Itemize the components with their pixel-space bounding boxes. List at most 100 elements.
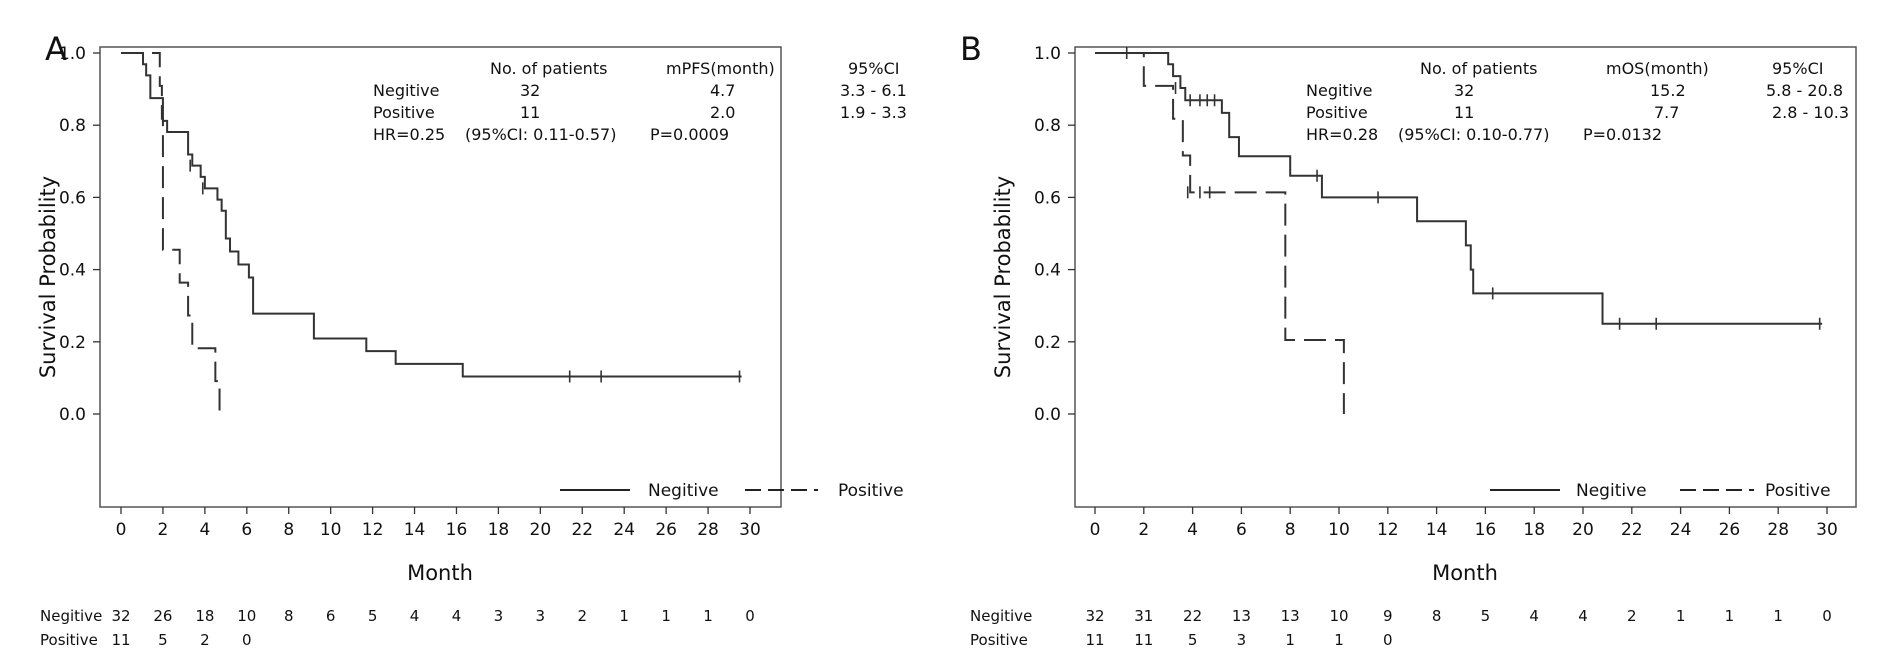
x-tick-label: 6 xyxy=(241,520,252,540)
at-risk-count: 3 xyxy=(536,607,546,625)
x-tick-label: 6 xyxy=(1236,520,1247,540)
stats-median: 2.0 xyxy=(710,103,735,122)
stats-n: 32 xyxy=(1454,81,1474,100)
x-tick-label: 28 xyxy=(697,520,719,540)
x-tick-label: 26 xyxy=(655,520,677,540)
panel-b-at-risk-table: Negitive Positive 32 31 22 13 13 10 9 8 5 4 4 2 1 1 1 0… xyxy=(970,607,1832,649)
at-risk-count: 26 xyxy=(153,607,172,625)
x-tick-label: 4 xyxy=(1187,520,1198,540)
y-tick-label: 0.4 xyxy=(59,261,86,281)
panel-a-label: A xyxy=(45,30,67,68)
panel-b-y-axis-label: Survival Probability xyxy=(991,176,1015,378)
at-risk-count: 1 xyxy=(1725,607,1735,625)
y-tick-label: 0.8 xyxy=(59,116,86,136)
at-risk-count: 4 xyxy=(410,607,420,625)
x-tick-label: 12 xyxy=(362,520,384,540)
at-risk-count: 1 xyxy=(1285,631,1295,649)
x-tick-label: 10 xyxy=(320,520,342,540)
panel-b: B 0 2 4 6 8 10 12 14 16 18 20 22 24 26 28 300.00.20.40.… xyxy=(960,30,1857,649)
stats-group-label: Positive xyxy=(1306,103,1368,122)
stats-hr: HR=0.25 xyxy=(373,125,445,144)
at-risk-count: 8 xyxy=(284,607,294,625)
km-curve-positive xyxy=(1095,52,1345,414)
at-risk-row-label: Negitive xyxy=(970,607,1032,625)
x-tick-label: 30 xyxy=(739,520,761,540)
x-tick-label: 22 xyxy=(571,520,593,540)
x-tick-label: 18 xyxy=(488,520,510,540)
x-tick-label: 8 xyxy=(283,520,294,540)
x-tick-label: 28 xyxy=(1767,520,1789,540)
at-risk-count: 5 xyxy=(368,607,378,625)
stats-median: 7.7 xyxy=(1654,103,1679,122)
at-risk-count: 3 xyxy=(1237,631,1247,649)
x-tick-label: 30 xyxy=(1816,520,1838,540)
x-tick-label: 22 xyxy=(1621,520,1643,540)
stats-n: 32 xyxy=(520,81,540,100)
y-tick-label: 0.0 xyxy=(59,405,86,425)
stats-n: 11 xyxy=(520,103,540,122)
y-tick-label: 1.0 xyxy=(59,44,86,64)
panel-b-curves xyxy=(1095,47,1823,414)
at-risk-count: 4 xyxy=(1529,607,1539,625)
panel-b-x-axis-label: Month xyxy=(1432,561,1498,585)
at-risk-count: 1 xyxy=(1334,631,1344,649)
at-risk-count: 0 xyxy=(242,631,252,649)
x-tick-label: 0 xyxy=(116,520,127,540)
x-tick-label: 20 xyxy=(1572,520,1594,540)
stats-header-ci: 95%CI xyxy=(1772,59,1823,78)
panel-a-plot-frame xyxy=(99,46,782,508)
panel-a-axis-ticks: 0 2 4 6 8 10 12 14 16 18 20 22 24 26 28 300.00.20.40.60… xyxy=(59,44,761,540)
at-risk-count: 8 xyxy=(1432,607,1442,625)
stats-group-label: Negitive xyxy=(373,81,439,100)
panel-a-x-axis-label: Month xyxy=(407,561,473,585)
stats-group-label: Negitive xyxy=(1306,81,1372,100)
at-risk-count: 11 xyxy=(1134,631,1153,649)
at-risk-count: 1 xyxy=(661,607,671,625)
at-risk-count: 1 xyxy=(1773,607,1783,625)
at-risk-count: 22 xyxy=(1183,607,1202,625)
stats-header-ci: 95%CI xyxy=(848,59,899,78)
at-risk-count: 5 xyxy=(1481,607,1491,625)
stats-p-value: P=0.0132 xyxy=(1583,125,1662,144)
y-tick-label: 0.4 xyxy=(1034,261,1061,281)
x-tick-label: 16 xyxy=(1475,520,1497,540)
x-tick-label: 2 xyxy=(158,520,169,540)
stats-header-patients: No. of patients xyxy=(490,59,607,78)
at-risk-count: 3 xyxy=(494,607,504,625)
stats-ci: 2.8 - 10.3 xyxy=(1772,103,1849,122)
x-tick-label: 0 xyxy=(1090,520,1101,540)
stats-ci: 1.9 - 3.3 xyxy=(840,103,907,122)
at-risk-count: 0 xyxy=(1383,631,1393,649)
at-risk-count: 2 xyxy=(577,607,587,625)
stats-n: 11 xyxy=(1454,103,1474,122)
at-risk-row-label: Negitive xyxy=(40,607,102,625)
at-risk-count: 1 xyxy=(703,607,713,625)
y-tick-label: 0.6 xyxy=(1034,188,1061,208)
stats-hr: HR=0.28 xyxy=(1306,125,1378,144)
at-risk-count: 10 xyxy=(237,607,256,625)
legend-label-negitive: Negitive xyxy=(648,481,719,501)
x-tick-label: 14 xyxy=(1426,520,1448,540)
x-tick-label: 14 xyxy=(404,520,426,540)
panel-b-legend: Negitive Positive xyxy=(1490,481,1831,501)
at-risk-row-label: Positive xyxy=(40,631,98,649)
panel-a-at-risk-table: Negitive Positive 32 26 18 10 8 6 5 4 4 3 3 2 1 1 1 011… xyxy=(40,607,755,649)
at-risk-count: 4 xyxy=(452,607,462,625)
panel-a-stats-box: No. of patients mPFS(month) 95%CI Negiti… xyxy=(373,59,907,144)
x-tick-label: 2 xyxy=(1138,520,1149,540)
at-risk-count: 0 xyxy=(745,607,755,625)
panel-a-legend: Negitive Positive xyxy=(560,481,904,501)
km-curve-positive xyxy=(121,52,221,414)
y-tick-label: 0.2 xyxy=(59,333,86,353)
at-risk-count: 1 xyxy=(1676,607,1686,625)
stats-ci: 5.8 - 20.8 xyxy=(1766,81,1843,100)
x-tick-label: 18 xyxy=(1523,520,1545,540)
at-risk-row-label: Positive xyxy=(970,631,1028,649)
at-risk-count: 5 xyxy=(158,631,168,649)
at-risk-count: 9 xyxy=(1383,607,1393,625)
x-tick-label: 4 xyxy=(199,520,210,540)
at-risk-count: 31 xyxy=(1134,607,1153,625)
stats-ci: 3.3 - 6.1 xyxy=(840,81,907,100)
panel-b-label: B xyxy=(960,30,982,68)
at-risk-count: 2 xyxy=(200,631,210,649)
